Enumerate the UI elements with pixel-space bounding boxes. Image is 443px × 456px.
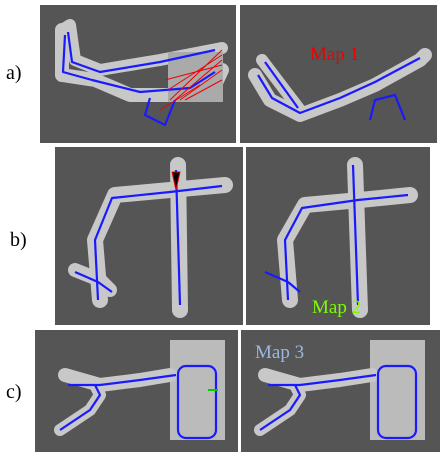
figure: a) b) c) Map 1 Map 2 Map 3 — [0, 0, 443, 456]
row-label: c) — [6, 381, 22, 403]
panel-b-left — [55, 147, 243, 325]
map-label: Map 1 — [310, 44, 359, 65]
map-label: Map 2 — [312, 297, 361, 318]
map-label: Map 3 — [255, 342, 304, 363]
panel-a-right — [240, 5, 437, 143]
panel-c-left — [35, 330, 238, 452]
row-label: b) — [10, 229, 27, 251]
row-label: a) — [6, 62, 22, 84]
panel-a-left — [40, 5, 236, 143]
